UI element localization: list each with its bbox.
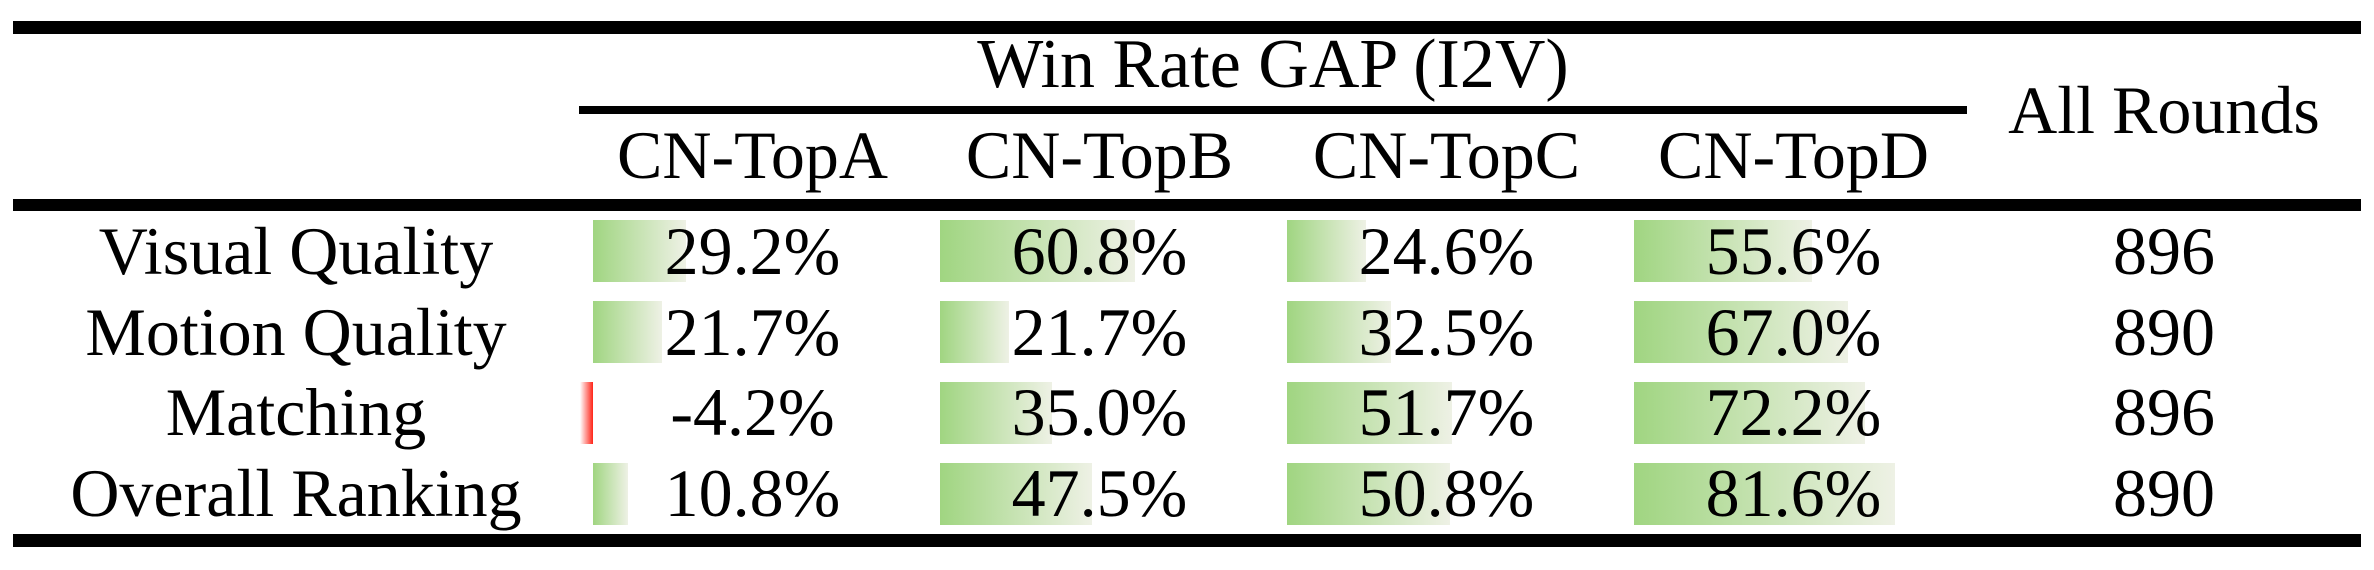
table-row: Motion Quality 21.7% 21.7% 32.5% 67.0% 8… (0, 292, 2374, 373)
data-cell: 32.5% (1273, 292, 1620, 373)
win-rate-bar (1634, 220, 1812, 283)
data-cell: 51.7% (1273, 373, 1620, 454)
cell-value: 29.2% (664, 212, 841, 289)
top-rule (13, 21, 2361, 34)
table-row: Matching -4.2% 35.0% 51.7% 72.2% 896 (0, 373, 2374, 454)
win-rate-bar (940, 381, 1052, 444)
cell-value: 67.0% (1705, 293, 1882, 370)
cell-value: 32.5% (1358, 293, 1535, 370)
column-header-cn-topc: CN-TopC (1312, 117, 1581, 193)
win-rate-bar (1634, 301, 1849, 364)
data-cell: 55.6% (1620, 211, 1967, 292)
data-cell: 72.2% (1620, 373, 1967, 454)
data-cell: 24.6% (1273, 211, 1620, 292)
cell-value: 35.0% (1011, 374, 1188, 451)
win-rate-bar (1287, 220, 1366, 283)
win-rate-bar (1634, 462, 1896, 525)
table-body: Visual Quality 29.2% 60.8% 24.6% 55.6% 8… (0, 211, 2374, 534)
data-cell: 50.8% (1273, 453, 1620, 534)
all-rounds-value: 896 (2113, 374, 2215, 451)
cell-value: 21.7% (664, 293, 841, 370)
row-label: Visual Quality (98, 212, 494, 289)
win-rate-bar (940, 462, 1092, 525)
table-title: Win Rate GAP (I2V) (977, 26, 1569, 103)
win-rate-bar (1287, 381, 1453, 444)
win-rate-bar (940, 220, 1135, 283)
data-cell: 60.8% (926, 211, 1273, 292)
header-rule (13, 199, 2361, 211)
win-rate-bar (1287, 301, 1391, 364)
data-cell: 10.8% (579, 453, 926, 534)
data-cell: 21.7% (926, 292, 1273, 373)
row-label: Matching (165, 374, 427, 451)
cell-value: 24.6% (1358, 212, 1535, 289)
row-label: Motion Quality (85, 293, 507, 370)
cell-value: -4.2% (670, 374, 835, 451)
column-header-cn-topb: CN-TopB (965, 117, 1234, 193)
column-header-all-rounds: All Rounds (2008, 71, 2320, 148)
cell-value: 50.8% (1358, 455, 1535, 532)
all-rounds-value: 890 (2113, 455, 2215, 532)
data-cell: 21.7% (579, 292, 926, 373)
cell-value: 60.8% (1011, 212, 1188, 289)
win-rate-bar (593, 301, 663, 364)
win-rate-bar (1634, 381, 1866, 444)
win-rate-bar-negative (579, 381, 593, 444)
cell-value: 47.5% (1011, 455, 1188, 532)
win-rate-bar (1287, 462, 1450, 525)
row-label: Overall Ranking (70, 455, 522, 532)
data-cell: 81.6% (1620, 453, 1967, 534)
bottom-rule (13, 534, 2361, 547)
data-cell: -4.2% (579, 373, 926, 454)
table-row: Overall Ranking 10.8% 47.5% 50.8% 81.6% … (0, 453, 2374, 534)
cell-value: 51.7% (1358, 374, 1535, 451)
cell-value: 72.2% (1705, 374, 1882, 451)
cell-value: 55.6% (1705, 212, 1882, 289)
title-underline (579, 106, 1967, 114)
win-rate-bar (593, 462, 628, 525)
data-cell: 29.2% (579, 211, 926, 292)
data-cell: 35.0% (926, 373, 1273, 454)
win-rate-bar (593, 220, 687, 283)
data-cell: 67.0% (1620, 292, 1967, 373)
cell-value: 10.8% (664, 455, 841, 532)
all-rounds-value: 890 (2113, 293, 2215, 370)
table-row: Visual Quality 29.2% 60.8% 24.6% 55.6% 8… (0, 211, 2374, 292)
column-header-cn-topa: CN-TopA (616, 117, 888, 193)
all-rounds-value: 896 (2113, 212, 2215, 289)
win-rate-bar (940, 301, 1010, 364)
cell-value: 81.6% (1705, 455, 1882, 532)
column-header-cn-topd: CN-TopD (1657, 117, 1929, 193)
data-cell: 47.5% (926, 453, 1273, 534)
cell-value: 21.7% (1011, 293, 1188, 370)
